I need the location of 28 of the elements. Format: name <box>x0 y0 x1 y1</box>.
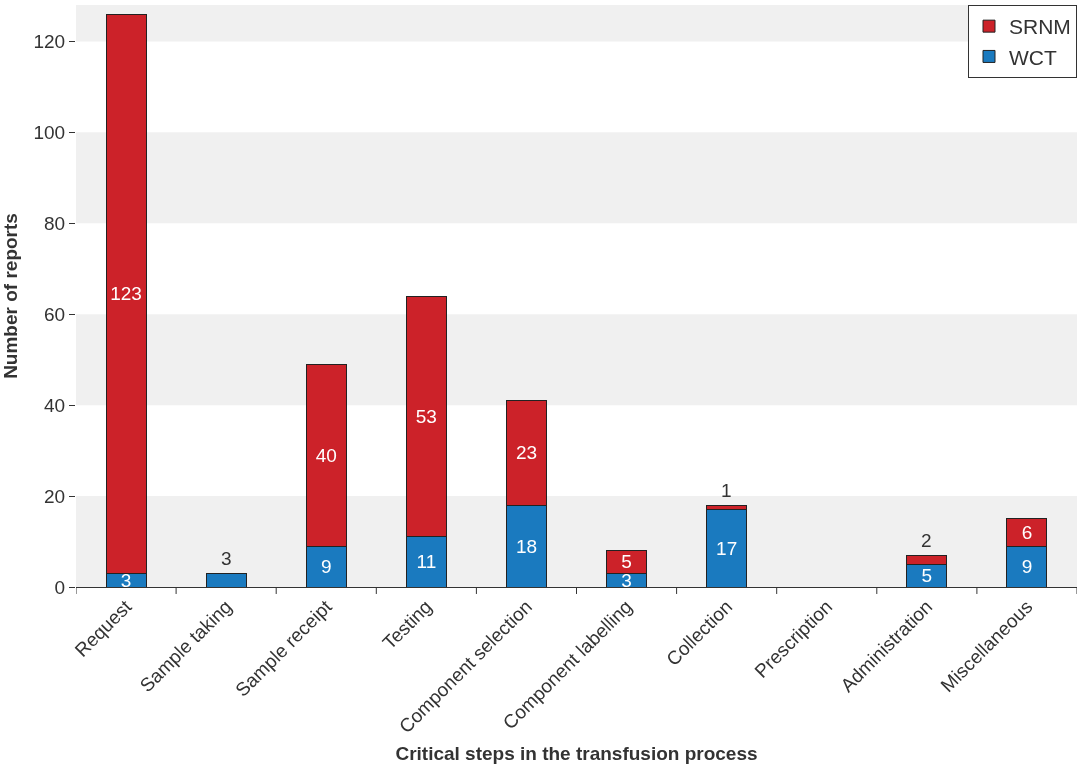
data-label: 5 <box>921 565 933 587</box>
data-label: 23 <box>515 442 538 464</box>
data-label: 17 <box>716 537 738 559</box>
data-label: 1 <box>721 480 732 501</box>
y-tick-label: 80 <box>44 212 66 234</box>
y-tick-label: 0 <box>54 576 66 598</box>
y-tick-label: 40 <box>44 394 66 416</box>
data-label: 40 <box>315 444 337 466</box>
legend-label: WCT <box>1009 45 1057 69</box>
data-label: 18 <box>515 535 538 557</box>
data-label: 3 <box>120 569 132 591</box>
y-tick-label: 120 <box>33 31 66 53</box>
y-tick-label: 100 <box>33 121 66 143</box>
x-axis-title: Critical steps in the transfusion process <box>395 742 758 764</box>
bar <box>205 572 247 587</box>
data-label: 9 <box>320 556 332 578</box>
y-tick-label: 60 <box>44 303 66 325</box>
y-axis-title: Number of reports <box>0 213 21 379</box>
data-label: 6 <box>1021 521 1033 543</box>
data-label: 11 <box>416 551 437 573</box>
data-label: 53 <box>415 405 437 427</box>
data-label: 123 <box>110 283 142 305</box>
legend-label: SRNM <box>1009 15 1071 39</box>
data-label: 2 <box>921 530 932 551</box>
data-label: 3 <box>221 548 232 569</box>
bar <box>706 509 748 587</box>
data-label: 9 <box>1021 556 1033 578</box>
y-tick-label: 20 <box>44 485 66 507</box>
